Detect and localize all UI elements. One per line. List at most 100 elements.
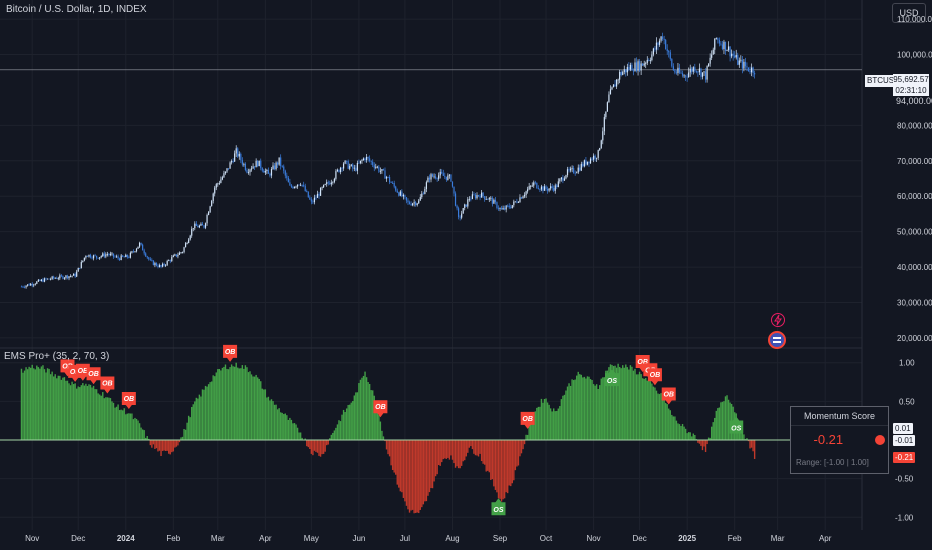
candle-body[interactable] (416, 203, 418, 206)
candle-body[interactable] (720, 43, 722, 45)
candle-body[interactable] (438, 175, 440, 179)
candle-body[interactable] (356, 162, 358, 171)
candle-body[interactable] (458, 208, 460, 217)
candle-body[interactable] (546, 189, 549, 191)
candle-body[interactable] (520, 197, 523, 199)
candle-body[interactable] (476, 195, 478, 199)
candle-body[interactable] (319, 187, 322, 196)
candle-body[interactable] (224, 171, 227, 174)
candle-body[interactable] (94, 255, 96, 257)
candle-body[interactable] (674, 70, 676, 73)
candle-body[interactable] (68, 276, 70, 279)
candle-body[interactable] (568, 169, 570, 171)
candle-body[interactable] (718, 39, 720, 44)
candle-body[interactable] (53, 276, 55, 279)
candle-body[interactable] (370, 161, 372, 162)
candle-body[interactable] (250, 168, 253, 170)
candle-body[interactable] (183, 247, 185, 253)
candle-body[interactable] (54, 278, 56, 279)
candle-body[interactable] (543, 186, 546, 191)
candle-body[interactable] (461, 213, 463, 218)
candle-body[interactable] (102, 253, 104, 257)
candle-body[interactable] (59, 275, 61, 279)
candle-body[interactable] (692, 67, 694, 72)
candle-body[interactable] (697, 71, 699, 73)
candle-body[interactable] (109, 253, 112, 255)
candle-body[interactable] (619, 71, 621, 80)
candle-body[interactable] (138, 242, 141, 247)
candle-body[interactable] (218, 182, 220, 184)
candle-body[interactable] (444, 175, 446, 177)
candle-body[interactable] (456, 205, 458, 209)
candle-body[interactable] (721, 44, 724, 50)
candle-body[interactable] (632, 70, 635, 72)
candle-body[interactable] (706, 66, 708, 80)
candle-body[interactable] (609, 89, 612, 95)
candle-body[interactable] (194, 223, 196, 229)
candle-body[interactable] (247, 172, 250, 174)
candle-body[interactable] (688, 72, 690, 78)
candle-body[interactable] (393, 183, 395, 187)
candle-body[interactable] (254, 166, 256, 168)
candle-body[interactable] (137, 246, 139, 249)
candle-body[interactable] (257, 160, 259, 167)
candle-body[interactable] (132, 251, 135, 253)
candle-body[interactable] (195, 223, 197, 226)
candle-body[interactable] (304, 185, 306, 192)
candle-body[interactable] (436, 178, 438, 180)
candle-body[interactable] (42, 279, 44, 282)
candle-body[interactable] (215, 184, 217, 188)
candle-body[interactable] (675, 72, 678, 74)
candle-body[interactable] (597, 150, 599, 158)
candle-body[interactable] (516, 201, 518, 203)
candle-body[interactable] (100, 256, 102, 258)
candle-body[interactable] (277, 162, 279, 165)
price-candles[interactable] (20, 32, 756, 289)
candle-body[interactable] (290, 185, 293, 187)
candle-body[interactable] (175, 254, 177, 257)
candle-body[interactable] (235, 148, 237, 154)
candle-body[interactable] (142, 244, 144, 251)
candle-body[interactable] (378, 166, 380, 172)
candle-body[interactable] (557, 181, 559, 188)
candle-body[interactable] (422, 193, 424, 195)
candle-body[interactable] (234, 153, 236, 162)
candle-body[interactable] (361, 160, 363, 161)
candle-body[interactable] (362, 158, 365, 161)
candle-body[interactable] (410, 203, 412, 206)
candle-body[interactable] (217, 183, 219, 185)
candle-body[interactable] (36, 281, 38, 284)
candle-body[interactable] (441, 171, 443, 174)
candle-body[interactable] (77, 267, 79, 272)
candle-body[interactable] (69, 275, 72, 277)
candle-body[interactable] (197, 225, 199, 228)
candle-body[interactable] (629, 64, 631, 70)
candle-body[interactable] (40, 279, 43, 282)
candle-body[interactable] (332, 181, 334, 183)
candle-body[interactable] (240, 153, 242, 161)
candle-body[interactable] (71, 275, 73, 277)
candle-body[interactable] (691, 68, 693, 72)
candle-body[interactable] (399, 191, 401, 196)
candle-body[interactable] (723, 41, 725, 50)
candle-body[interactable] (507, 205, 509, 207)
candle-body[interactable] (540, 186, 543, 190)
candle-body[interactable] (577, 167, 579, 173)
candle-body[interactable] (358, 162, 360, 164)
candle-body[interactable] (115, 256, 118, 258)
candle-body[interactable] (117, 256, 119, 259)
candle-body[interactable] (479, 195, 481, 198)
candle-body[interactable] (694, 67, 696, 72)
candle-body[interactable] (353, 167, 355, 169)
indicator-title[interactable]: EMS Pro+ (35, 2, 70, 3) (4, 351, 110, 362)
candle-body[interactable] (184, 243, 187, 248)
candle-body[interactable] (418, 200, 420, 204)
candle-body[interactable] (86, 255, 89, 257)
candle-body[interactable] (246, 170, 248, 173)
candle-body[interactable] (145, 253, 147, 257)
candle-body[interactable] (131, 251, 133, 253)
candle-body[interactable] (631, 64, 633, 71)
candle-body[interactable] (168, 260, 170, 262)
candle-body[interactable] (270, 169, 273, 176)
candle-body[interactable] (126, 254, 128, 258)
